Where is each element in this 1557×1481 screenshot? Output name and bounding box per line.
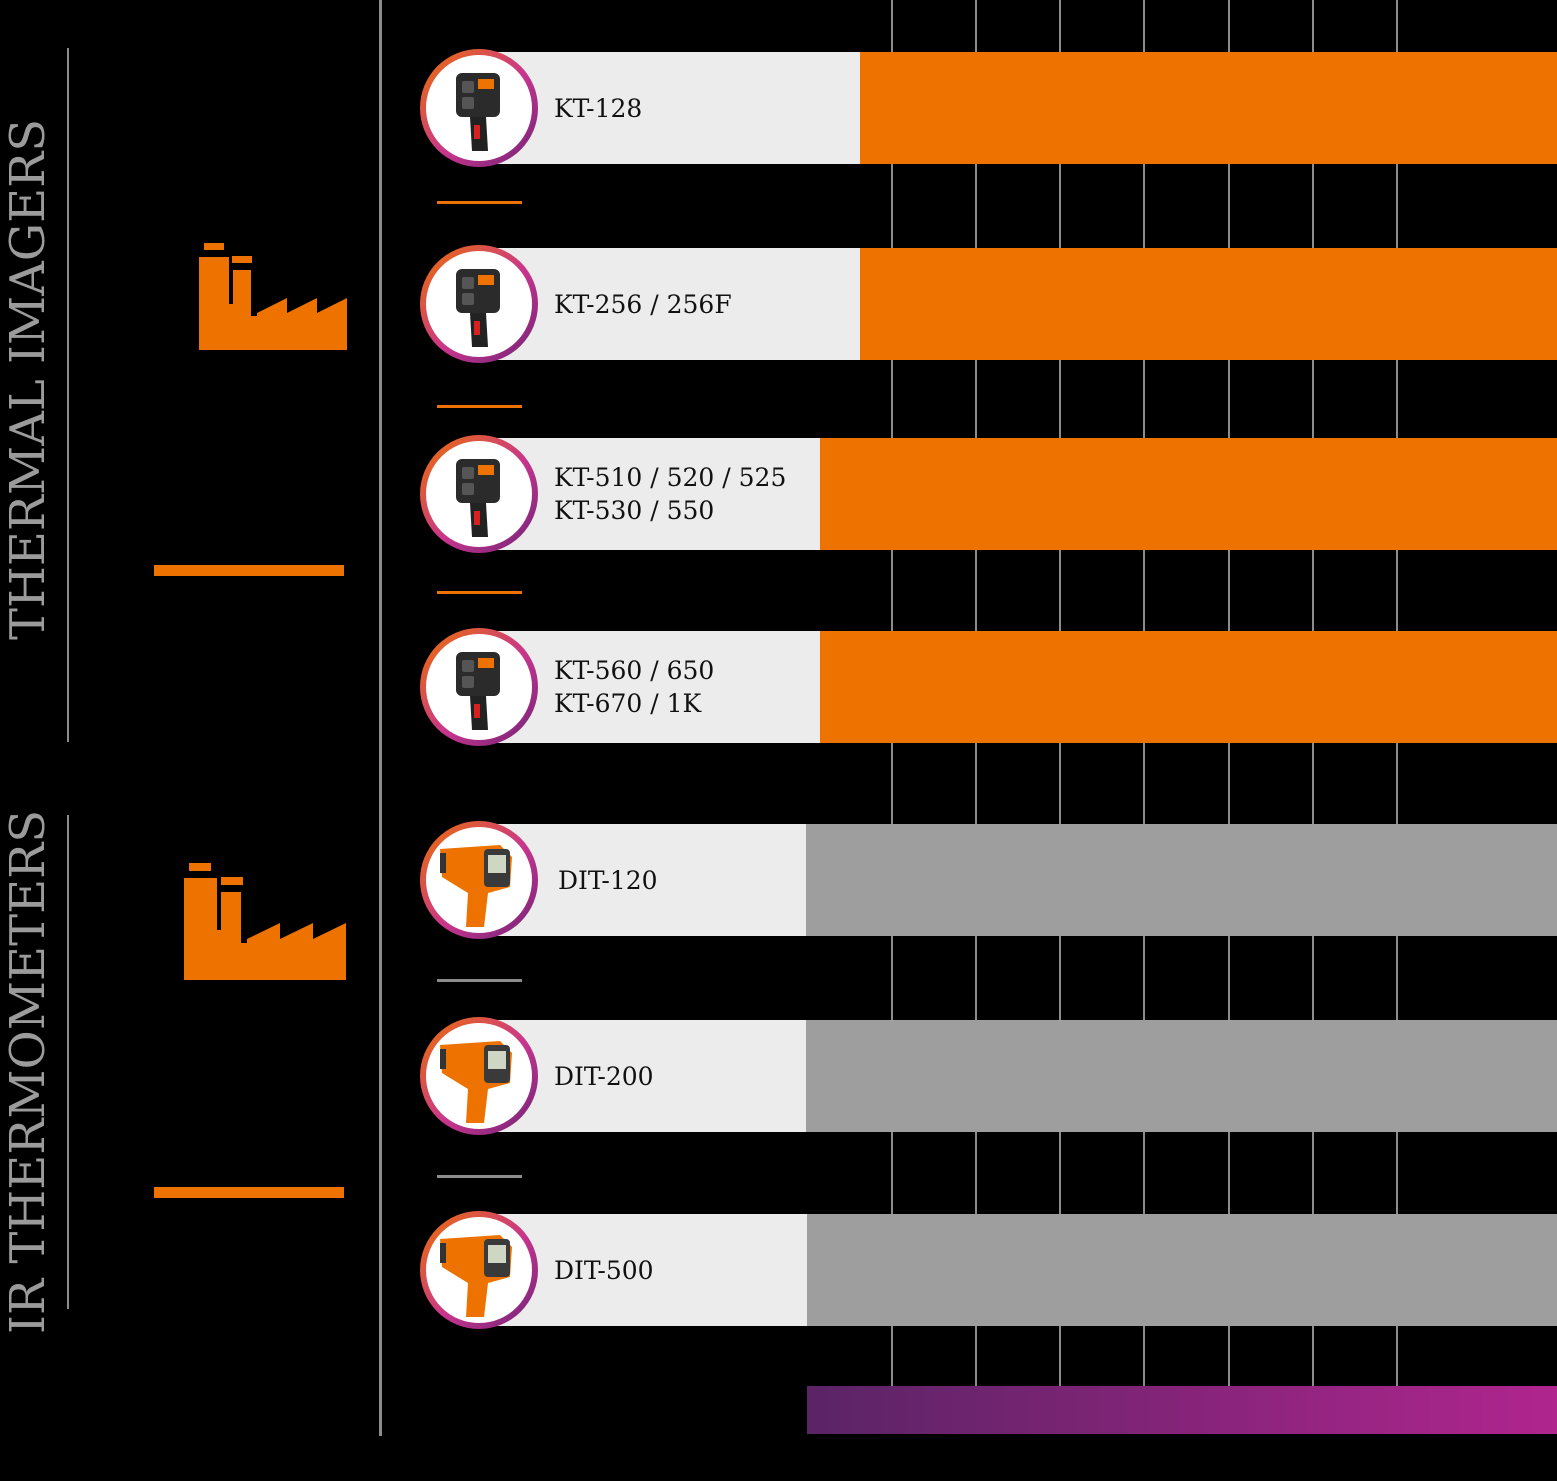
thermal-imager-bar	[860, 52, 1557, 164]
bar-label-block	[486, 248, 860, 360]
ir-thermometer-bar	[806, 824, 1557, 936]
orange-separator-ir	[154, 1187, 344, 1198]
product-label-line: KT-670 / 1K	[554, 689, 702, 718]
product-label-line: KT-128	[554, 93, 643, 123]
ir-thermometer-icon	[420, 1211, 538, 1329]
product-label: DIT-120	[558, 864, 658, 897]
product-label-line: DIT-500	[554, 1255, 654, 1285]
section-title-thermal-imagers: THERMAL IMAGERS	[0, 118, 56, 640]
row-separator	[437, 201, 522, 204]
thermal-imager-bar	[820, 631, 1557, 743]
section-divider-thermal	[67, 48, 69, 742]
ir-thermometer-icon	[420, 821, 538, 939]
thermal-camera-icon	[420, 628, 538, 746]
product-label: DIT-500	[554, 1254, 654, 1287]
product-label: DIT-200	[554, 1060, 654, 1093]
ir-thermometer-icon	[420, 1017, 538, 1135]
section-title-ir-thermometers: IR THERMOMETERS	[0, 809, 56, 1334]
thermal-imager-bar	[860, 248, 1557, 360]
bar-label-block	[486, 1020, 806, 1132]
product-label-line: DIT-120	[558, 865, 658, 895]
ir-thermometer-bar	[807, 1214, 1557, 1326]
bar-label-block	[486, 52, 860, 164]
ir-thermometer-bar	[806, 1020, 1557, 1132]
row-separator	[437, 591, 522, 594]
row-separator	[437, 979, 522, 982]
product-label-line: KT-530 / 550	[554, 496, 715, 525]
product-label: KT-510 / 520 / 525 KT-530 / 550	[554, 461, 786, 527]
chart-axis-line	[379, 0, 382, 1436]
product-label-line: KT-560 / 650	[554, 656, 715, 685]
row-separator	[437, 1175, 522, 1178]
product-label-line: DIT-200	[554, 1061, 654, 1091]
temperature-range-gradient-bar	[807, 1386, 1557, 1434]
factory-icon-thermal	[199, 243, 347, 350]
thermal-camera-icon	[420, 49, 538, 167]
product-label-line: KT-510 / 520 / 525	[554, 463, 787, 492]
thermal-camera-icon	[420, 245, 538, 363]
factory-icon-ir	[184, 863, 346, 980]
thermal-camera-icon	[420, 435, 538, 553]
bar-label-block	[486, 631, 820, 743]
product-label: KT-128	[554, 92, 642, 125]
orange-separator-thermal	[154, 565, 344, 576]
row-separator	[437, 405, 522, 408]
bar-label-block	[486, 824, 806, 936]
section-divider-ir	[67, 815, 69, 1309]
bar-label-block	[486, 438, 820, 550]
thermal-imager-bar	[820, 438, 1557, 550]
product-label: KT-560 / 650 KT-670 / 1K	[554, 654, 714, 720]
bar-label-block	[486, 1214, 807, 1326]
product-label-line: KT-256 / 256F	[554, 289, 732, 319]
product-label: KT-256 / 256F	[554, 288, 732, 321]
